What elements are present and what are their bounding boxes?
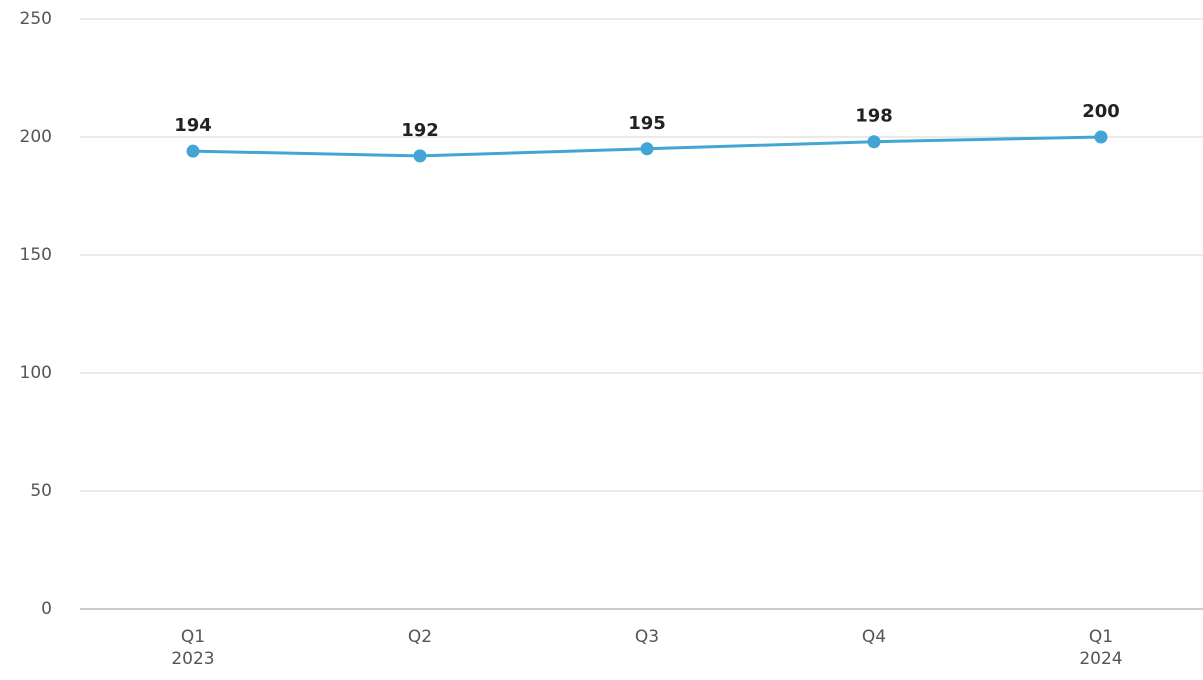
point <box>867 135 881 149</box>
value-label: 194 <box>174 115 212 136</box>
x-tick-label: Q4 <box>862 627 886 647</box>
point <box>413 149 427 163</box>
y-tick-label: 0 <box>41 599 52 619</box>
point <box>640 142 654 156</box>
value-label: 192 <box>401 120 439 141</box>
point <box>186 144 200 158</box>
x-tick-label: Q2 <box>408 627 432 647</box>
value-label: 200 <box>1082 101 1120 122</box>
x-tick-label: Q1 2024 <box>1079 627 1122 669</box>
value-label: 195 <box>628 113 666 134</box>
x-tick-label: Q1 2023 <box>171 627 214 669</box>
y-tick-label: 100 <box>20 363 52 383</box>
y-tick-label: 200 <box>20 127 52 147</box>
x-tick-label: Q3 <box>635 627 659 647</box>
point <box>1094 130 1108 144</box>
y-tick-label: 250 <box>20 9 52 29</box>
value-label: 198 <box>855 106 893 127</box>
y-tick-label: 50 <box>30 481 52 501</box>
y-tick-label: 150 <box>20 245 52 265</box>
